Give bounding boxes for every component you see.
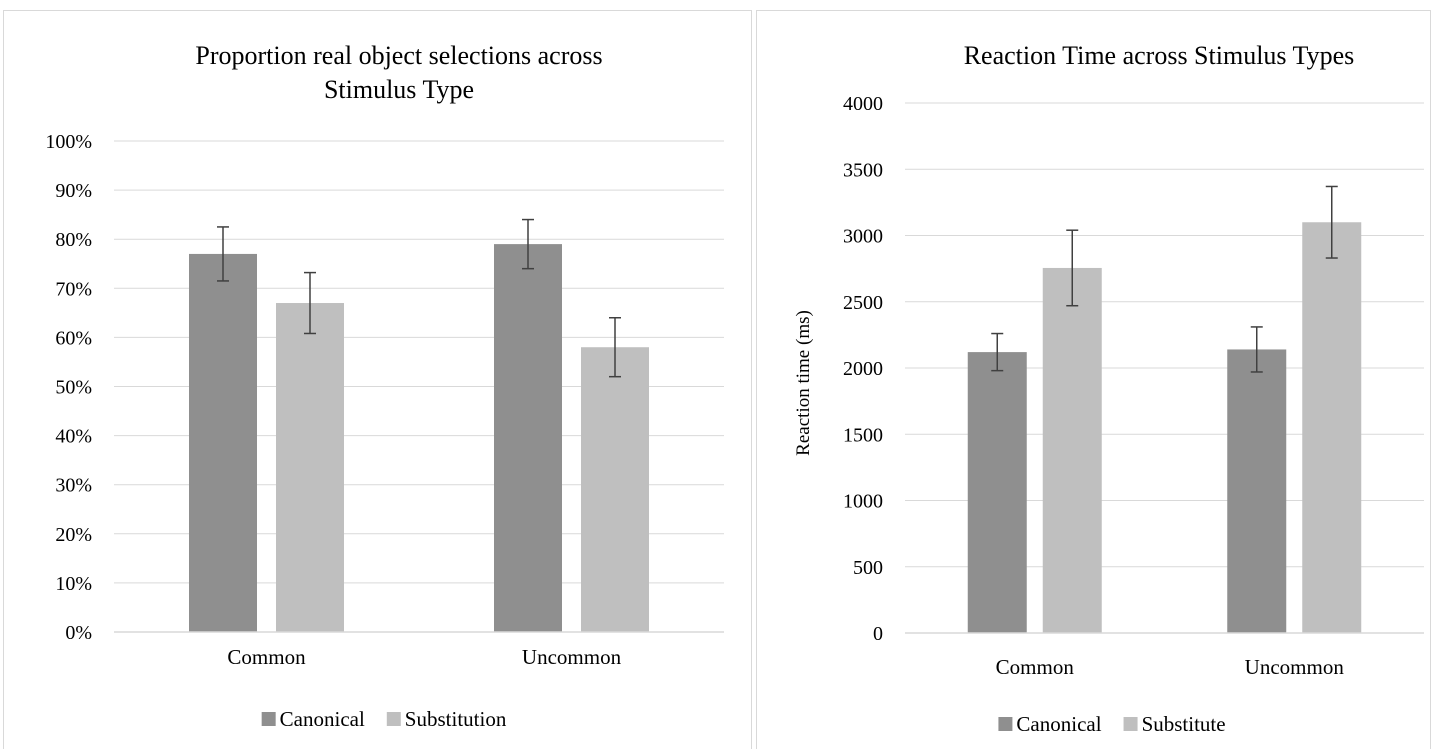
y-tick-label: 4000 <box>843 93 883 115</box>
y-tick-label: 1000 <box>843 491 883 513</box>
bar-canonical-common <box>189 253 257 632</box>
y-tick-label: 0% <box>65 622 92 644</box>
legend-swatch-canonical <box>998 717 1013 731</box>
y-tick-label: 20% <box>55 524 92 546</box>
bar-substitution-uncommon <box>581 347 649 632</box>
y-tick-label: 70% <box>55 278 92 300</box>
x-category-label: Uncommon <box>522 645 622 669</box>
legend-swatch-substitute <box>1123 717 1138 731</box>
legend-label-canonical: Canonical <box>280 707 365 731</box>
bar-canonical-common <box>967 352 1027 633</box>
y-axis-label: Reaction time (ms) <box>793 310 814 456</box>
legend-label-substitution: Substitution <box>405 707 507 731</box>
y-tick-label: 90% <box>55 180 92 202</box>
y-tick-label: 100% <box>45 131 92 153</box>
y-tick-label: 10% <box>55 573 92 595</box>
y-tick-label: 3000 <box>843 226 883 248</box>
legend-swatch-substitution <box>386 712 401 726</box>
y-tick-label: 60% <box>55 327 92 349</box>
x-category-label: Common <box>996 655 1075 679</box>
x-category-label: Common <box>227 645 306 669</box>
legend-label-canonical: Canonical <box>1016 712 1101 736</box>
bar-substitute-uncommon <box>1302 222 1362 633</box>
y-tick-label: 2000 <box>843 358 883 380</box>
chart-proportion-svg: Proportion real object selections across… <box>45 41 724 731</box>
y-tick-label: 40% <box>55 426 92 448</box>
chart-title-line: Reaction Time across Stimulus Types <box>964 41 1355 70</box>
bar-canonical-uncommon <box>494 244 562 633</box>
y-tick-label: 500 <box>853 557 883 579</box>
y-tick-label: 80% <box>55 229 92 251</box>
y-tick-label: 0 <box>873 623 883 645</box>
chart-panel-right: Reaction Time across Stimulus Types 0 500 1… <box>756 10 1431 749</box>
bar-substitute-common <box>1042 267 1102 633</box>
chart-panel-left: Proportion real object selections across… <box>3 10 752 749</box>
y-tick-label: 50% <box>55 377 92 399</box>
legend-label-substitute: Substitute <box>1142 712 1226 736</box>
y-tick-label: 2500 <box>843 292 883 314</box>
bar-canonical-uncommon <box>1227 349 1287 633</box>
y-tick-label: 1500 <box>843 424 883 446</box>
y-tick-label: 30% <box>55 475 92 497</box>
y-tick-label: 3500 <box>843 159 883 181</box>
x-category-label: Uncommon <box>1245 655 1345 679</box>
chart-title-line: Proportion real object selections across <box>195 41 602 70</box>
chart-reaction-time-svg: Reaction Time across Stimulus Types 0 500 1… <box>793 41 1424 736</box>
legend-swatch-canonical <box>261 712 276 726</box>
bar-substitution-common <box>276 303 344 632</box>
chart-title-line: Stimulus Type <box>324 75 474 104</box>
